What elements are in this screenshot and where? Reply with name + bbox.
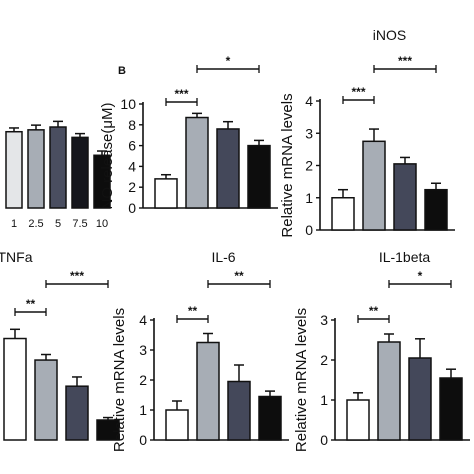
- il1beta-y-label: Relative mRNA levels: [293, 308, 310, 452]
- no-release-y-label: NO release(μM): [99, 103, 116, 210]
- no-release-bar: [185, 116, 209, 209]
- inos-bar: [331, 197, 355, 231]
- top-left-bar: [71, 136, 89, 209]
- inos-y-tick-label: 3: [305, 125, 313, 141]
- tnfa-bar: [3, 337, 27, 441]
- inos-sig-label: ***: [398, 54, 412, 68]
- no-release-bar: [154, 178, 178, 209]
- top-left-x-tick-label: 7.5: [72, 218, 87, 230]
- il1beta-y-tick-label: 0: [320, 432, 328, 448]
- tnfa-bar: [34, 359, 58, 441]
- no-release-y-tick-label: 6: [128, 138, 136, 154]
- il1beta-bar: [377, 341, 401, 441]
- no-release-sig-label: ***: [174, 87, 188, 101]
- il6-y-tick-label: 0: [139, 432, 147, 448]
- no-release-y-tick-label: 10: [120, 96, 136, 112]
- il1beta-bar: [439, 377, 463, 441]
- no-release-y-tick-label: 4: [128, 158, 136, 174]
- tnfa-sig-label: **: [26, 297, 36, 311]
- il1beta-y-tick-label: 1: [320, 392, 328, 408]
- il1beta-bar: [346, 399, 370, 441]
- top-left-x-tick-label: 1: [11, 218, 17, 230]
- il6-sig-label: **: [234, 269, 244, 283]
- il6-bar: [258, 395, 282, 441]
- top-left-bar: [27, 129, 45, 209]
- inos-y-label: Relative mRNA levels: [279, 93, 296, 237]
- no-release-y-tick-label: 0: [128, 200, 136, 216]
- inos-bar: [393, 163, 417, 231]
- tnfa-sig-label: ***: [70, 269, 84, 283]
- il6-bar: [165, 409, 189, 441]
- no-release-y-tick-label: 8: [128, 117, 136, 133]
- il1beta-bar: [408, 357, 432, 441]
- top-left-bar: [49, 126, 67, 209]
- no-release-y-tick-label: 2: [128, 179, 136, 195]
- tnfa-bar: [65, 385, 89, 441]
- il1beta-title: IL-1beta: [379, 249, 431, 265]
- il6-y-tick-label: 2: [139, 372, 147, 388]
- il1beta-sig-label: *: [418, 269, 423, 283]
- il6-bar: [227, 380, 251, 441]
- inos-sig-label: ***: [351, 85, 365, 99]
- tnfa-title: TNFa: [0, 249, 33, 265]
- il6-title: IL-6: [211, 249, 235, 265]
- no-release-bar: [216, 128, 240, 209]
- il6-y-tick-label: 4: [139, 312, 147, 328]
- no-release-sig-label: *: [226, 54, 231, 68]
- top-left-x-tick-label: 2.5: [28, 218, 43, 230]
- top-left-x-tick-label: 10: [96, 218, 108, 230]
- il6-y-tick-label: 1: [139, 402, 147, 418]
- il1beta-y-tick-label: 2: [320, 352, 328, 368]
- panel-label-b: B: [118, 65, 126, 77]
- il1beta-y-tick-label: 3: [320, 312, 328, 328]
- il6-sig-label: **: [188, 304, 198, 318]
- il6-bar: [196, 341, 220, 441]
- il1beta-sig-label: **: [369, 304, 379, 318]
- top-left-x-tick-label: 5: [55, 218, 61, 230]
- inos-y-tick-label: 0: [305, 222, 313, 238]
- inos-bar: [424, 188, 448, 231]
- inos-bar: [362, 140, 386, 231]
- inos-y-tick-label: 1: [305, 190, 313, 206]
- inos-title: iNOS: [373, 27, 406, 43]
- no-release-bar: [247, 144, 271, 209]
- inos-y-tick-label: 2: [305, 158, 313, 174]
- top-left-bar: [5, 130, 23, 209]
- inos-y-tick-label: 4: [305, 93, 313, 109]
- il6-y-label: Relative mRNA levels: [111, 308, 128, 452]
- il6-y-tick-label: 3: [139, 342, 147, 358]
